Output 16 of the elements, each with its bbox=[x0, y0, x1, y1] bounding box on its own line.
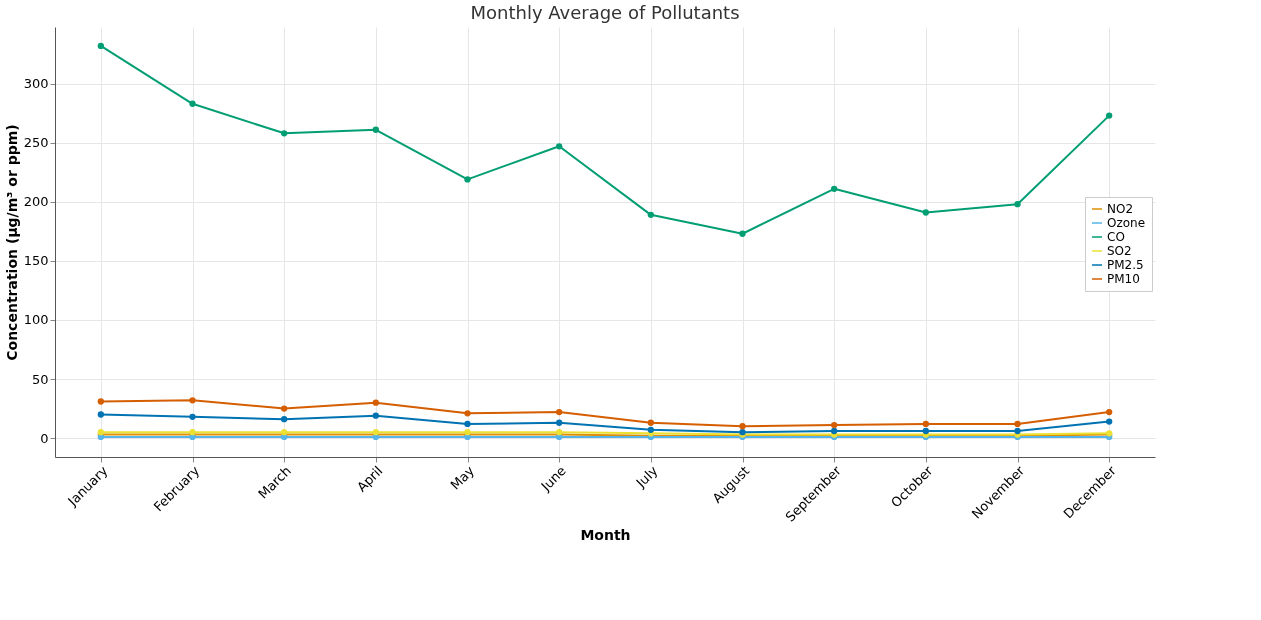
legend-label: Ozone bbox=[1107, 216, 1146, 230]
y-tick-label: 300 bbox=[23, 76, 49, 92]
y-tick-label: 200 bbox=[23, 194, 49, 210]
y-tick-label: 100 bbox=[23, 312, 49, 328]
legend-label: SO2 bbox=[1107, 244, 1132, 258]
y-tick-label: 0 bbox=[40, 430, 49, 446]
legend-label: PM10 bbox=[1107, 272, 1140, 286]
legend-label: PM2.5 bbox=[1107, 258, 1144, 272]
legend-label: NO2 bbox=[1107, 202, 1134, 216]
y-tick-label: 150 bbox=[23, 253, 49, 269]
x-axis-title: Month bbox=[580, 526, 631, 543]
chart-title: Monthly Average of Pollutants bbox=[470, 2, 740, 23]
y-axis-title: Concentration (µg/m³ or ppm) bbox=[3, 124, 20, 361]
y-tick-label: 50 bbox=[31, 371, 49, 387]
legend-label: CO bbox=[1107, 230, 1125, 244]
y-tick-label: 250 bbox=[23, 135, 49, 151]
